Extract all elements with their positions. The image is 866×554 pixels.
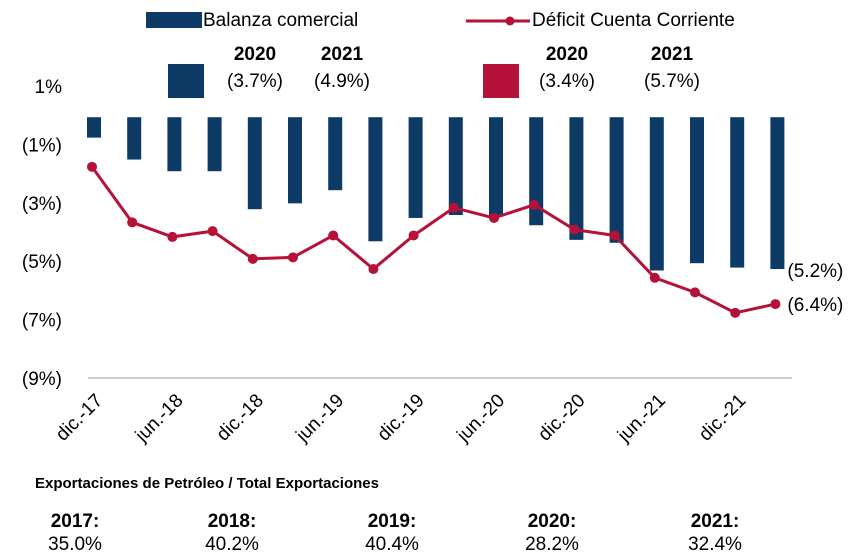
bar bbox=[690, 117, 704, 264]
bar bbox=[489, 117, 503, 217]
line-point bbox=[649, 272, 660, 283]
annotation-year: 2020 bbox=[546, 44, 588, 65]
annotation-value: (4.9%) bbox=[314, 71, 370, 92]
bar bbox=[609, 117, 624, 243]
line-point bbox=[247, 253, 258, 264]
legend-swatch bbox=[146, 12, 202, 28]
line-point bbox=[609, 230, 620, 241]
annotation-value: (5.7%) bbox=[644, 71, 700, 92]
line-point bbox=[569, 224, 580, 235]
line-point bbox=[489, 212, 499, 223]
footer-year: 2017: bbox=[51, 511, 100, 532]
annotation-swatch bbox=[168, 64, 204, 98]
annotation-value: (3.7%) bbox=[227, 71, 283, 92]
bar bbox=[529, 117, 544, 226]
bar bbox=[207, 117, 222, 172]
x-tick-label: jun.-18 bbox=[131, 390, 188, 447]
x-tick-label: jun.-21 bbox=[613, 390, 670, 447]
x-tick-label: dic.-19 bbox=[374, 390, 429, 445]
footer-value: 28.2% bbox=[525, 534, 579, 554]
line-point bbox=[288, 252, 298, 263]
footer-value: 40.4% bbox=[365, 534, 419, 554]
footer-year: 2020: bbox=[528, 511, 577, 532]
line-point bbox=[529, 199, 540, 210]
bar bbox=[408, 117, 423, 218]
line-point bbox=[770, 299, 781, 310]
legend-label: Déficit Cuenta Corriente bbox=[532, 10, 735, 31]
x-tick-label: jun.-19 bbox=[292, 390, 349, 447]
line-point bbox=[690, 287, 700, 298]
x-tick-label: jun.-20 bbox=[452, 390, 509, 447]
legend-swatch bbox=[505, 16, 515, 26]
line bbox=[90, 165, 776, 315]
x-tick-label: dic.-17 bbox=[52, 390, 107, 445]
bar bbox=[770, 117, 785, 270]
y-tick-label: (1%) bbox=[22, 135, 62, 156]
x-tick-label: dic.-18 bbox=[213, 390, 268, 445]
footer-year: 2021: bbox=[691, 511, 740, 532]
footer-value: 35.0% bbox=[48, 534, 102, 554]
line-point bbox=[167, 231, 178, 242]
bar bbox=[247, 117, 262, 210]
y-tick-label: (9%) bbox=[22, 369, 62, 390]
line-point bbox=[328, 230, 339, 241]
footer-value: 40.2% bbox=[205, 534, 259, 554]
data-label: (6.4%) bbox=[787, 295, 843, 316]
bar bbox=[167, 117, 182, 172]
bar bbox=[730, 117, 745, 268]
line-point bbox=[127, 217, 138, 228]
footer-title: Exportaciones de Petróleo / Total Export… bbox=[35, 475, 379, 492]
footer-value: 32.4% bbox=[688, 534, 742, 554]
legend-label: Balanza comercial bbox=[203, 10, 358, 31]
footer-year: 2018: bbox=[208, 511, 257, 532]
annotation-year: 2020 bbox=[234, 44, 276, 65]
x-tick-label: dic.-20 bbox=[534, 390, 589, 445]
y-tick-label: (7%) bbox=[22, 311, 62, 332]
bar bbox=[569, 117, 584, 240]
line-point bbox=[368, 264, 379, 275]
data-label: (5.2%) bbox=[787, 261, 843, 282]
line-point bbox=[408, 230, 419, 241]
bar bbox=[448, 117, 463, 216]
annotation-year: 2021 bbox=[651, 44, 694, 65]
footer-year: 2019: bbox=[368, 511, 417, 532]
bar bbox=[288, 117, 302, 204]
bar bbox=[328, 117, 343, 191]
y-tick-label: (3%) bbox=[22, 194, 62, 215]
bar bbox=[87, 117, 101, 138]
line-point bbox=[448, 202, 459, 213]
y-tick-label: 1% bbox=[35, 77, 63, 98]
y-tick-label: (5%) bbox=[22, 252, 62, 273]
line-point bbox=[730, 307, 741, 318]
x-tick-label: dic.-21 bbox=[695, 390, 750, 445]
annotation-swatch bbox=[483, 64, 519, 98]
bar bbox=[368, 117, 383, 242]
annotation-year: 2021 bbox=[321, 44, 364, 65]
bar bbox=[649, 117, 664, 271]
bar bbox=[127, 117, 142, 160]
annotation-value: (3.4%) bbox=[539, 71, 595, 92]
line-point bbox=[207, 226, 218, 237]
line-point bbox=[87, 161, 97, 172]
